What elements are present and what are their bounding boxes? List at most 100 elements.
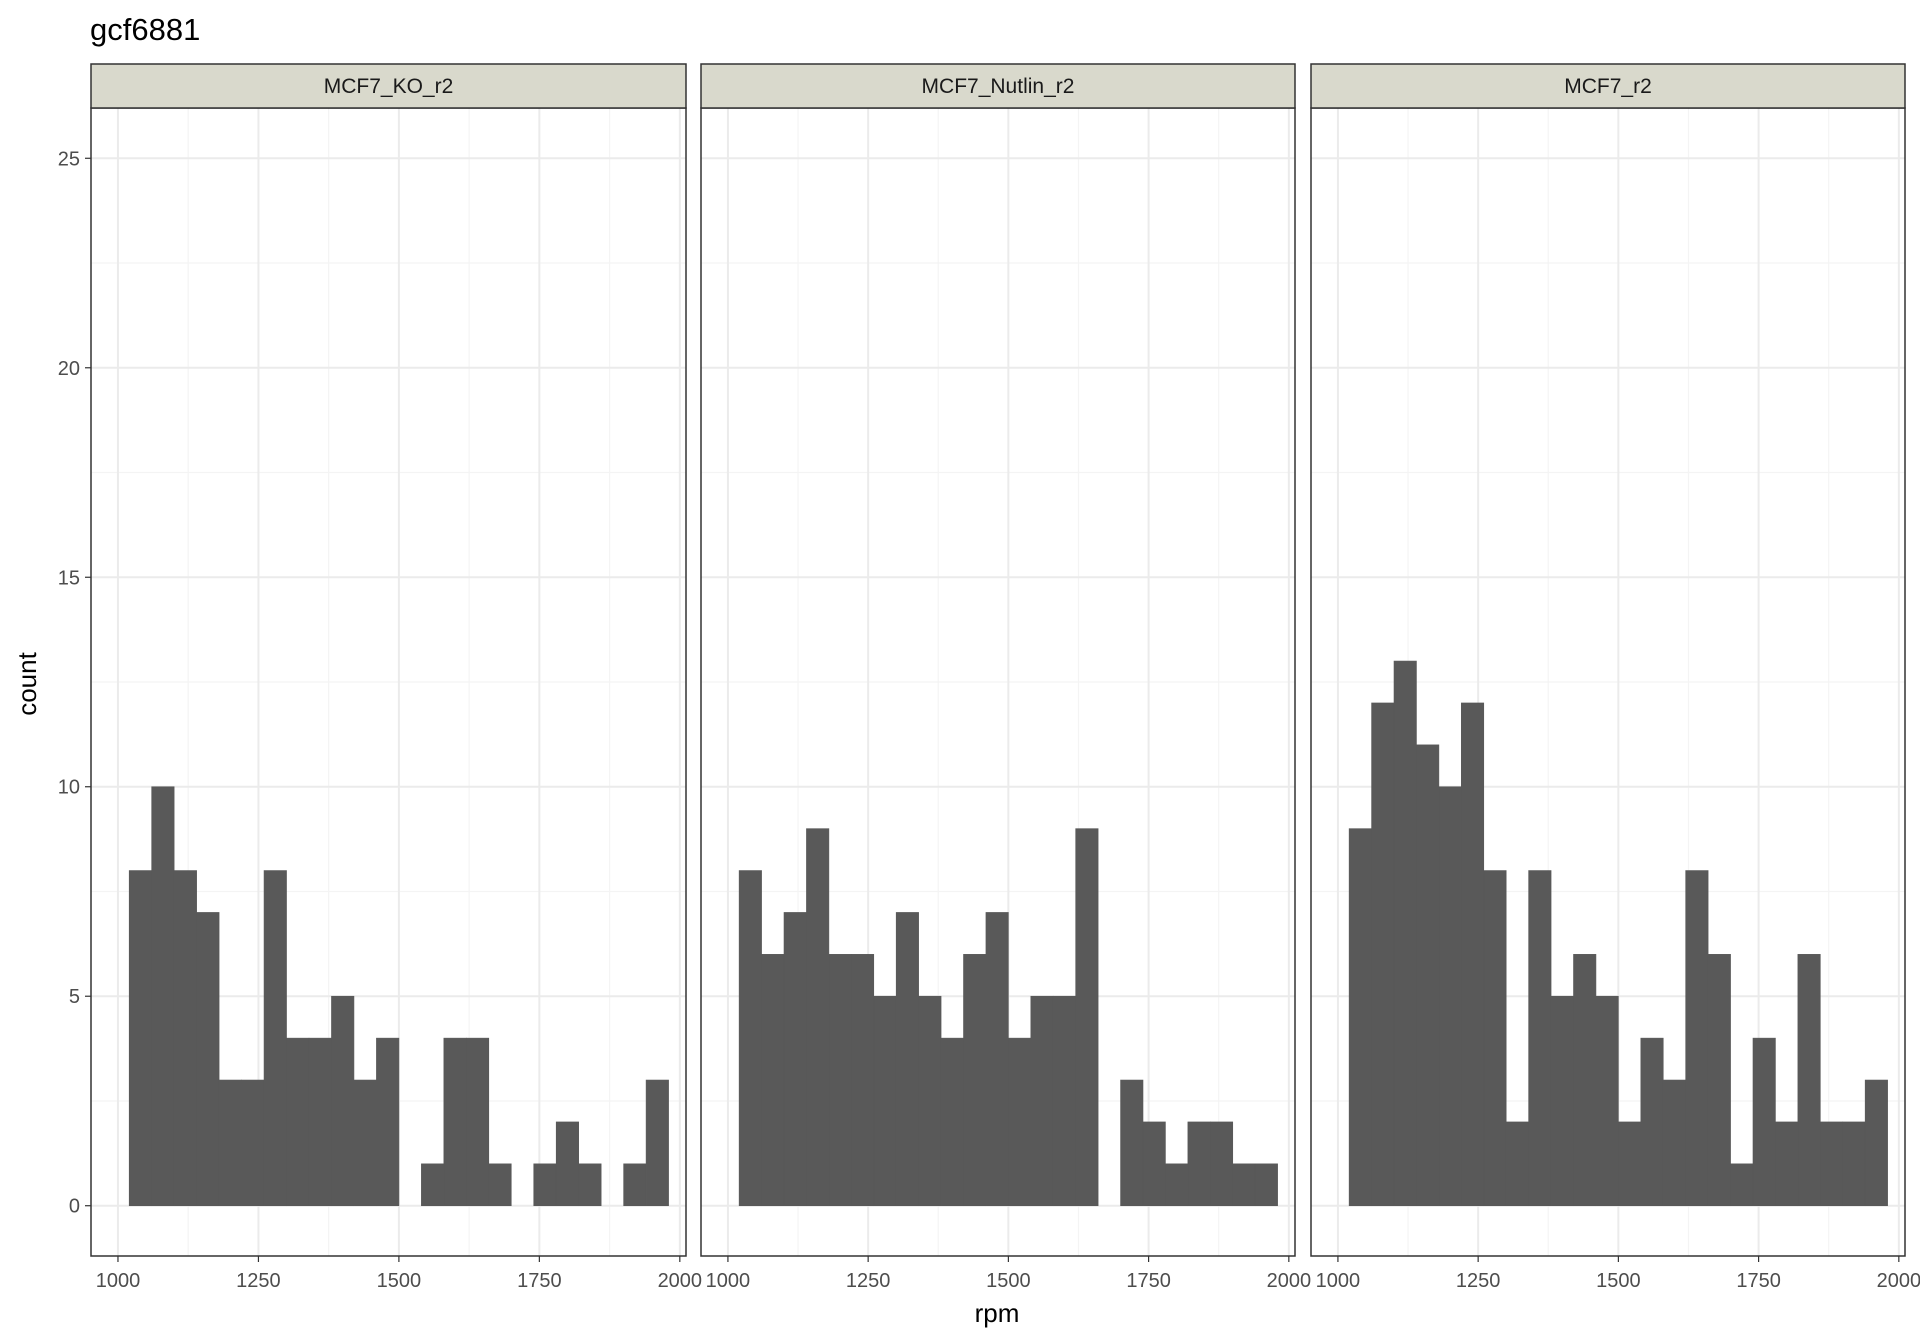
facet-strip-label: MCF7_KO_r2 bbox=[324, 75, 454, 98]
histogram-bar bbox=[940, 1037, 964, 1207]
histogram-bar bbox=[761, 954, 785, 1207]
histogram-bar bbox=[1864, 1079, 1888, 1207]
histogram-bar bbox=[1416, 744, 1440, 1207]
facet-panel: MCF7_Nutlin_r2 1000 1250 1500 1750 2000 bbox=[700, 63, 1312, 1292]
histogram-bar bbox=[1685, 870, 1709, 1207]
histogram-bar bbox=[263, 870, 287, 1207]
histogram-bar bbox=[1842, 1121, 1866, 1207]
histogram-bar bbox=[828, 954, 852, 1207]
histogram-bar bbox=[128, 870, 152, 1207]
x-tick-label: 2000 bbox=[658, 1270, 703, 1292]
y-tick-label: 25 bbox=[58, 148, 80, 170]
histogram-bar bbox=[623, 1163, 647, 1207]
y-tick-label: 0 bbox=[69, 1196, 80, 1218]
histogram-bar bbox=[1393, 660, 1417, 1207]
histogram-bar bbox=[308, 1037, 332, 1207]
x-tick-label: 1000 bbox=[1316, 1270, 1361, 1292]
histogram-bar bbox=[918, 995, 942, 1207]
histogram-bar bbox=[1640, 1037, 1664, 1207]
histogram-bar bbox=[466, 1037, 490, 1207]
x-tick-label: 1250 bbox=[236, 1270, 281, 1292]
histogram-bar bbox=[1142, 1121, 1166, 1207]
x-tick-label: 2000 bbox=[1877, 1270, 1920, 1292]
x-tick-label: 2000 bbox=[1267, 1270, 1312, 1292]
histogram-bar bbox=[873, 995, 897, 1207]
histogram-bar bbox=[1438, 786, 1462, 1207]
facet-strip bbox=[1310, 63, 1906, 109]
histogram-bar bbox=[1797, 954, 1821, 1207]
histogram-bar bbox=[533, 1163, 557, 1207]
histogram-bar bbox=[1550, 995, 1574, 1207]
histogram-bar bbox=[1008, 1037, 1032, 1207]
histogram-bar bbox=[895, 912, 919, 1207]
histogram-bar bbox=[578, 1163, 602, 1207]
histogram-bar bbox=[196, 912, 220, 1207]
facet-strip-label: MCF7_Nutlin_r2 bbox=[922, 75, 1075, 98]
histogram-bar bbox=[1707, 954, 1731, 1207]
histogram-bar bbox=[488, 1163, 512, 1207]
histogram-bar bbox=[1820, 1121, 1844, 1207]
histogram-bar bbox=[806, 828, 830, 1207]
facet-panel: MCF7_r2 1000 1250 1500 1750 2000 bbox=[1310, 63, 1920, 1292]
histogram-bar bbox=[421, 1163, 445, 1207]
x-tick-label: 1750 bbox=[1736, 1270, 1781, 1292]
histogram-bar bbox=[1210, 1121, 1234, 1207]
histogram-bar bbox=[173, 870, 197, 1207]
x-tick-label: 1750 bbox=[517, 1270, 562, 1292]
histogram-bar bbox=[985, 912, 1009, 1207]
histogram-bar bbox=[1052, 995, 1076, 1207]
histogram-bar bbox=[241, 1079, 265, 1207]
histogram-bar bbox=[1120, 1079, 1144, 1207]
y-axis: 0 5 10 15 20 25 bbox=[58, 148, 91, 1218]
facet-strip bbox=[700, 63, 1296, 109]
histogram-bar bbox=[1483, 870, 1507, 1207]
x-tick-label: 1750 bbox=[1126, 1270, 1171, 1292]
histogram-bar bbox=[1232, 1163, 1256, 1207]
histogram-bar bbox=[1254, 1163, 1278, 1207]
x-tick-label: 1000 bbox=[96, 1270, 141, 1292]
histogram-bar bbox=[286, 1037, 310, 1207]
chart-title: gcf6881 bbox=[90, 12, 200, 47]
y-tick-label: 5 bbox=[69, 986, 80, 1008]
histogram-bar bbox=[1030, 995, 1054, 1207]
histogram-bar bbox=[443, 1037, 467, 1207]
histogram-bar bbox=[1371, 702, 1395, 1207]
x-tick-label: 1250 bbox=[1456, 1270, 1501, 1292]
histogram-bar bbox=[1752, 1037, 1776, 1207]
x-tick-label: 1250 bbox=[846, 1270, 891, 1292]
histogram-bar bbox=[1595, 995, 1619, 1207]
y-axis-title: count bbox=[12, 651, 42, 715]
histogram-bar bbox=[783, 912, 807, 1207]
histogram-bar bbox=[738, 870, 762, 1207]
y-tick-label: 10 bbox=[58, 777, 80, 799]
histogram-bar bbox=[963, 954, 987, 1207]
histogram-bar bbox=[1730, 1163, 1754, 1207]
histogram-bar bbox=[1165, 1163, 1189, 1207]
histogram-bar bbox=[851, 954, 875, 1207]
histogram-bar bbox=[1505, 1121, 1529, 1207]
facet-strip-label: MCF7_r2 bbox=[1564, 75, 1652, 98]
x-axis-title: rpm bbox=[975, 1298, 1020, 1328]
histogram-bar bbox=[218, 1079, 242, 1207]
histogram-bar bbox=[1461, 702, 1485, 1207]
histogram-bar bbox=[353, 1079, 377, 1207]
x-tick-label: 1500 bbox=[1596, 1270, 1641, 1292]
facet-strip bbox=[90, 63, 687, 109]
histogram-bar bbox=[1775, 1121, 1799, 1207]
y-tick-label: 20 bbox=[58, 358, 80, 380]
histogram-bar bbox=[1187, 1121, 1211, 1207]
facet-panel: MCF7_KO_r2 1000 1250 1500 1750 2000 bbox=[90, 63, 703, 1292]
histogram-bar bbox=[376, 1037, 400, 1207]
x-tick-label: 1500 bbox=[986, 1270, 1031, 1292]
histogram-bar bbox=[1573, 954, 1597, 1207]
histogram-bar bbox=[645, 1079, 669, 1207]
histogram-bar bbox=[1348, 828, 1372, 1207]
histogram-bar bbox=[1662, 1079, 1686, 1207]
x-tick-label: 1000 bbox=[706, 1270, 751, 1292]
histogram-bar bbox=[555, 1121, 579, 1207]
histogram-bar bbox=[151, 786, 175, 1207]
histogram-bar bbox=[1618, 1121, 1642, 1207]
y-tick-label: 15 bbox=[58, 567, 80, 589]
